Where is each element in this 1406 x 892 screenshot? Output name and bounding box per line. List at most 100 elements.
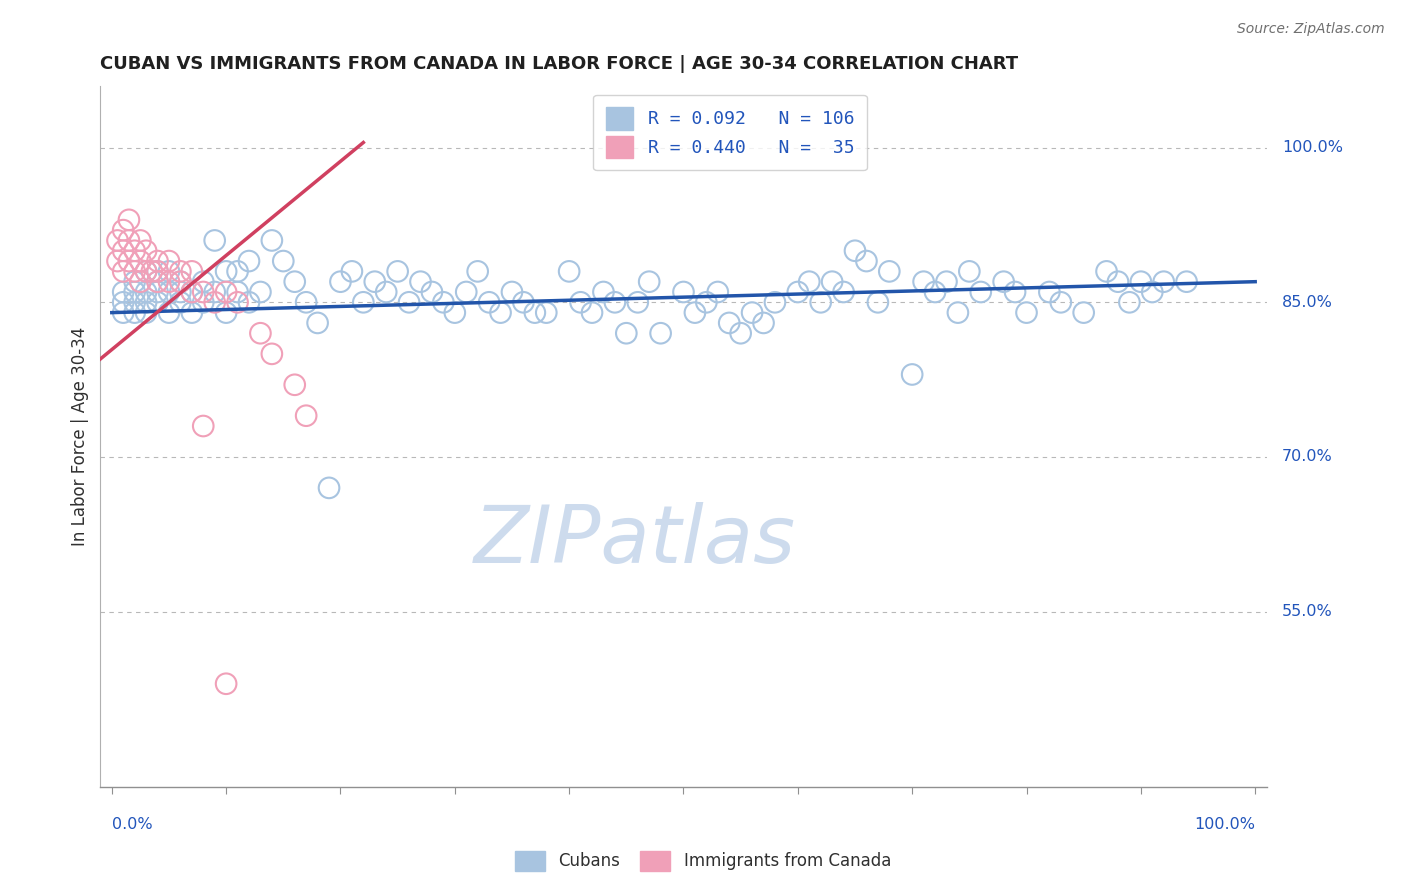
Point <box>855 254 877 268</box>
Point <box>169 295 191 310</box>
Point <box>124 285 146 299</box>
Point <box>1049 295 1071 310</box>
Point <box>169 285 191 299</box>
Point <box>193 419 215 434</box>
Point <box>204 285 226 299</box>
Point <box>157 285 180 299</box>
Point <box>821 275 844 289</box>
Point <box>112 244 135 258</box>
Point <box>946 305 969 319</box>
Point <box>118 212 141 227</box>
Point <box>129 275 152 289</box>
Point <box>249 326 271 341</box>
Point <box>146 275 169 289</box>
Point <box>146 275 169 289</box>
Point <box>112 264 135 278</box>
Point <box>810 295 832 310</box>
Point <box>1073 305 1095 319</box>
Point <box>249 285 271 299</box>
Point <box>135 264 157 278</box>
Y-axis label: In Labor Force | Age 30-34: In Labor Force | Age 30-34 <box>72 326 89 546</box>
Point <box>129 234 152 248</box>
Point <box>1095 264 1118 278</box>
Point <box>1142 285 1164 299</box>
Point <box>135 264 157 278</box>
Point <box>1038 285 1060 299</box>
Point <box>752 316 775 330</box>
Point <box>318 481 340 495</box>
Point <box>1118 295 1140 310</box>
Point <box>935 275 957 289</box>
Point <box>603 295 626 310</box>
Point <box>718 316 741 330</box>
Point <box>569 295 592 310</box>
Text: 100.0%: 100.0% <box>1282 140 1343 155</box>
Point <box>295 409 318 423</box>
Point <box>238 295 260 310</box>
Point <box>467 264 489 278</box>
Point <box>157 275 180 289</box>
Point <box>124 295 146 310</box>
Point <box>157 254 180 268</box>
Point <box>970 285 993 299</box>
Point <box>786 285 808 299</box>
Point <box>638 275 661 289</box>
Point <box>157 264 180 278</box>
Point <box>112 305 135 319</box>
Point <box>193 275 215 289</box>
Point <box>866 295 889 310</box>
Point <box>124 244 146 258</box>
Point <box>489 305 512 319</box>
Point <box>193 285 215 299</box>
Point <box>536 305 558 319</box>
Point <box>146 295 169 310</box>
Point <box>501 285 523 299</box>
Text: 100.0%: 100.0% <box>1194 817 1256 832</box>
Point <box>329 275 352 289</box>
Text: 0.0%: 0.0% <box>112 817 152 832</box>
Text: Source: ZipAtlas.com: Source: ZipAtlas.com <box>1237 22 1385 37</box>
Point <box>124 264 146 278</box>
Text: 85.0%: 85.0% <box>1282 294 1333 310</box>
Point <box>844 244 866 258</box>
Point <box>523 305 546 319</box>
Point <box>581 305 603 319</box>
Point <box>832 285 855 299</box>
Point <box>169 275 191 289</box>
Point <box>124 305 146 319</box>
Point <box>180 264 202 278</box>
Point <box>284 275 307 289</box>
Point <box>295 295 318 310</box>
Point <box>135 244 157 258</box>
Point <box>118 234 141 248</box>
Point <box>124 275 146 289</box>
Point <box>135 285 157 299</box>
Point <box>271 254 294 268</box>
Point <box>352 295 374 310</box>
Point <box>112 285 135 299</box>
Point <box>478 295 501 310</box>
Point <box>683 305 706 319</box>
Point <box>180 285 202 299</box>
Point <box>118 254 141 268</box>
Point <box>375 285 398 299</box>
Point <box>443 305 465 319</box>
Text: 55.0%: 55.0% <box>1282 604 1333 619</box>
Point <box>1153 275 1175 289</box>
Point <box>741 305 763 319</box>
Point <box>238 254 260 268</box>
Point <box>672 285 695 299</box>
Point <box>1015 305 1038 319</box>
Point <box>993 275 1015 289</box>
Point <box>957 264 980 278</box>
Point <box>146 285 169 299</box>
Point <box>650 326 672 341</box>
Point <box>1004 285 1026 299</box>
Point <box>307 316 329 330</box>
Point <box>387 264 409 278</box>
Point <box>432 295 454 310</box>
Point <box>763 295 786 310</box>
Point <box>146 254 169 268</box>
Point <box>215 677 238 691</box>
Point <box>695 295 717 310</box>
